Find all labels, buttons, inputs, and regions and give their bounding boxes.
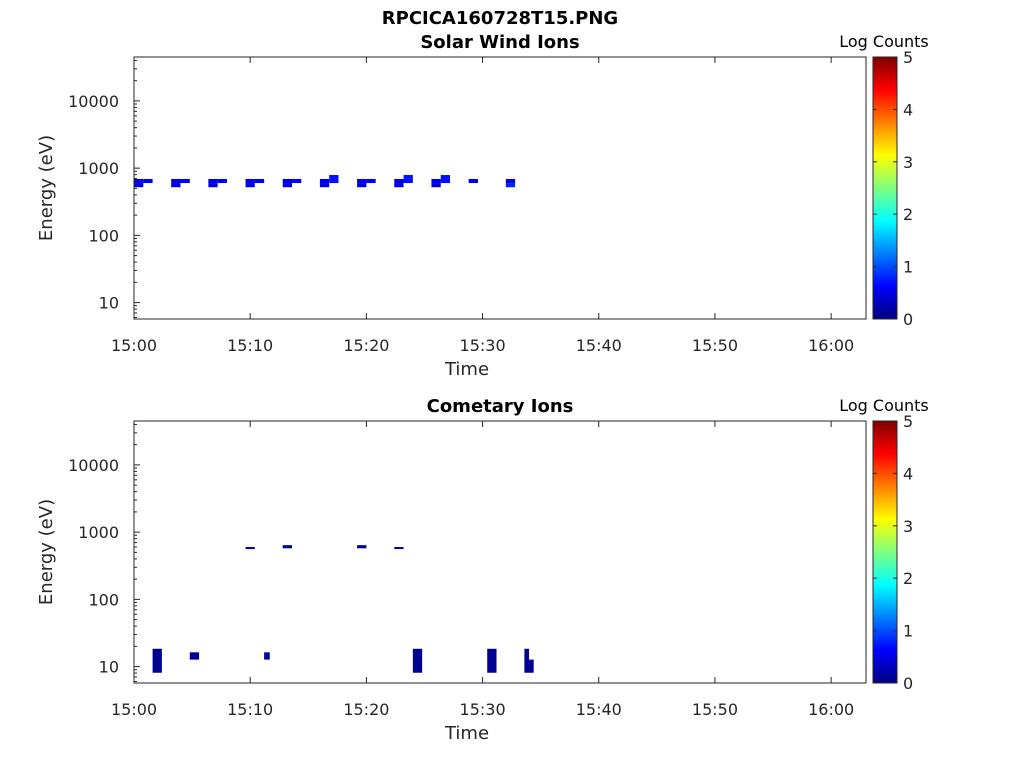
y-tick-label: 10000	[68, 92, 119, 111]
heatmap-cell	[319, 183, 330, 188]
y-tick-label: 1000	[78, 523, 119, 542]
heatmap-cell	[208, 183, 218, 188]
y-tick-label: 10	[99, 658, 119, 677]
heatmap-cells	[134, 175, 516, 188]
colorbar-tick-label: 4	[903, 100, 913, 119]
heatmap-cell	[292, 178, 302, 184]
heatmap-cell	[412, 648, 423, 673]
solar-wind-ions-panel: Solar Wind Ions 15:00 15:10 15:20 15:30 15:40…	[36, 32, 929, 380]
heatmap-cells	[152, 545, 534, 673]
colorbar-tick-label: 5	[903, 412, 913, 431]
colorbar-label: Log Counts	[839, 32, 929, 51]
heatmap-cell	[180, 178, 190, 184]
y-tick-label: 10000	[68, 456, 119, 475]
y-tick-label: 100	[88, 226, 119, 245]
y-tick-label: 1000	[78, 159, 119, 178]
plot-frame	[133, 56, 867, 320]
heatmap-cell	[440, 175, 451, 179]
heatmap-cell	[440, 178, 451, 184]
heatmap-cell	[357, 183, 367, 188]
heatmap-cell	[505, 178, 516, 184]
x-tick-label: 15:50	[692, 700, 738, 719]
colorbar-label: Log Counts	[839, 396, 929, 415]
x-tick-label: 16:00	[808, 700, 854, 719]
x-tick-label: 15:20	[343, 700, 389, 719]
heatmap-cell	[431, 178, 441, 184]
panel-title: Solar Wind Ions	[420, 32, 579, 53]
colorbar-tick-label: 1	[903, 622, 913, 641]
figure-title: RPCICA160728T15.PNG	[382, 8, 618, 29]
x-axis-label: Time	[444, 723, 489, 744]
heatmap-cell	[282, 545, 293, 549]
heatmap-cell	[394, 183, 404, 188]
heatmap-cell	[403, 175, 413, 179]
heatmap-cell	[394, 547, 404, 550]
heatmap-cell	[254, 178, 265, 184]
plot-frame	[133, 420, 867, 684]
heatmap-cell	[505, 183, 516, 188]
x-tick-label: 15:40	[576, 700, 622, 719]
heatmap-cell	[152, 648, 162, 673]
colorbar-tick-label: 2	[903, 569, 913, 588]
y-axis-label: Energy (eV)	[36, 135, 57, 241]
heatmap-cell	[245, 547, 255, 550]
heatmap-cell	[208, 178, 218, 184]
heatmap-cell	[329, 175, 339, 179]
x-tick-label: 15:20	[343, 336, 389, 355]
heatmap-cell	[171, 178, 181, 184]
colorbar	[872, 420, 898, 684]
x-axis-label: Time	[444, 359, 489, 380]
heatmap-cell	[217, 178, 227, 184]
heatmap-cell	[357, 178, 367, 184]
colorbar-tick-label: 3	[903, 153, 913, 172]
y-tick-label: 100	[88, 590, 119, 609]
heatmap-cell	[282, 178, 293, 184]
heatmap-cell	[357, 545, 367, 549]
heatmap-cell	[524, 648, 530, 673]
x-tick-label: 15:50	[692, 336, 738, 355]
heatmap-cell	[319, 178, 330, 184]
heatmap-cell	[134, 183, 144, 188]
heatmap-cell	[282, 183, 293, 188]
colorbar-tick-label: 4	[903, 464, 913, 483]
heatmap-cell	[264, 652, 270, 660]
heatmap-cell	[487, 648, 497, 673]
colorbar-tick-label: 3	[903, 517, 913, 536]
x-tick-label: 15:00	[111, 700, 157, 719]
heatmap-cell	[394, 178, 404, 184]
heatmap-cell	[171, 183, 181, 188]
heatmap-cell	[329, 178, 339, 184]
heatmap-cell	[468, 178, 478, 184]
x-tick-label: 15:10	[227, 700, 273, 719]
heatmap-cell	[529, 659, 534, 673]
colorbar-tick-label: 2	[903, 205, 913, 224]
x-tick-label: 15:40	[576, 336, 622, 355]
colorbar	[872, 56, 898, 320]
x-tick-label: 15:10	[227, 336, 273, 355]
heatmap-cell	[431, 183, 441, 188]
panel-title: Cometary Ions	[427, 396, 574, 417]
colorbar-tick-label: 0	[903, 310, 913, 329]
heatmap-cell	[245, 183, 255, 188]
heatmap-cell	[134, 178, 144, 184]
x-tick-label: 15:30	[460, 336, 506, 355]
y-tick-label: 10	[99, 294, 119, 313]
heatmap-cell	[189, 652, 200, 660]
colorbar-tick-label: 0	[903, 674, 913, 693]
heatmap-cell	[366, 178, 376, 184]
colorbar-tick-label: 1	[903, 258, 913, 277]
heatmap-cell	[245, 178, 255, 184]
x-tick-label: 15:30	[460, 700, 506, 719]
heatmap-cell	[403, 178, 413, 184]
x-tick-label: 15:00	[111, 336, 157, 355]
colorbar-tick-label: 5	[903, 48, 913, 67]
y-axis-label: Energy (eV)	[36, 499, 57, 605]
x-tick-label: 16:00	[808, 336, 854, 355]
heatmap-cell	[143, 178, 153, 184]
